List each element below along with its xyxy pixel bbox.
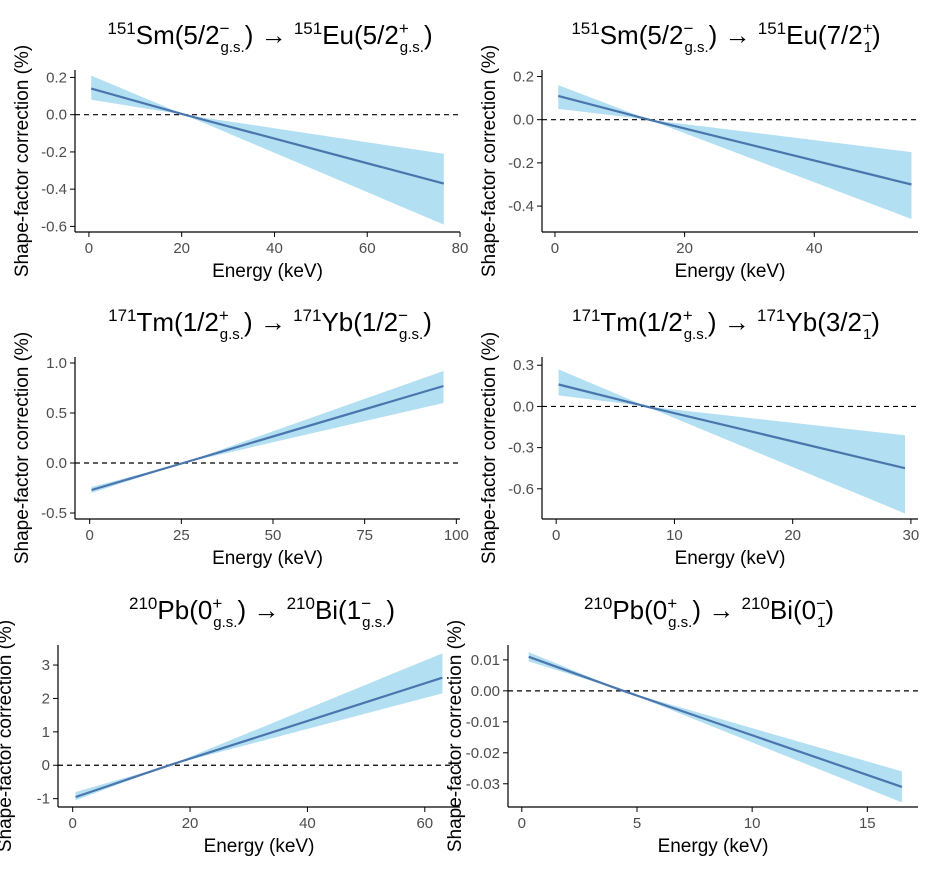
uncertainty-band — [558, 85, 912, 219]
y-tick-label: 0.00 — [471, 683, 500, 700]
y-tick-label: 3 — [42, 657, 50, 674]
y-tick-label: 0.01 — [471, 652, 500, 669]
uncertainty-band — [558, 369, 905, 514]
y-tick-label: 0 — [42, 757, 50, 774]
x-tick-label: 75 — [356, 527, 373, 544]
x-tick-label: 50 — [265, 527, 282, 544]
uncertainty-band — [528, 652, 902, 803]
x-tick-label: 80 — [452, 240, 469, 257]
y-axis-title: Shape-factor correction (%) — [479, 45, 500, 277]
y-tick-label: -0.6 — [41, 218, 67, 235]
central-line — [90, 87, 445, 185]
x-tick-label: 0 — [552, 527, 560, 544]
x-tick-label: 20 — [676, 240, 693, 257]
x-tick-label: 0 — [85, 240, 93, 257]
x-tick-label: 0 — [551, 240, 559, 257]
x-axis-title: Energy (keV) — [658, 836, 769, 857]
y-tick-label: -0.5 — [41, 505, 67, 522]
y-tick-label: 0.5 — [46, 405, 67, 422]
x-axis-title: Energy (keV) — [675, 548, 786, 569]
y-tick-label: 1.0 — [46, 355, 67, 372]
y-tick-label: 0.0 — [46, 107, 67, 124]
panel-title: 171Tm(1/2+ g.s.) → 171Yb(3/2− 1) — [572, 306, 880, 343]
x-axis-title: Energy (keV) — [212, 548, 323, 569]
x-tick-label: 40 — [299, 815, 316, 832]
y-tick-label: -0.01 — [466, 714, 500, 731]
central-line — [75, 676, 443, 799]
x-tick-label: 0 — [518, 815, 526, 832]
y-tick-label: -0.4 — [508, 198, 534, 215]
x-axis-title: Energy (keV) — [212, 261, 323, 282]
y-tick-label: 0.0 — [513, 112, 534, 129]
y-tick-label: 0.2 — [513, 68, 534, 85]
y-tick-label: 0.3 — [513, 357, 534, 374]
panel-title: 171Tm(1/2+ g.s.) → 171Yb(1/2− g.s.) — [108, 306, 432, 343]
y-tick-label: 0.0 — [46, 455, 67, 472]
x-axis-title: Energy (keV) — [675, 261, 786, 282]
x-tick-label: 20 — [182, 815, 199, 832]
x-tick-label: 20 — [173, 240, 190, 257]
x-tick-label: 40 — [266, 240, 283, 257]
uncertainty-band — [91, 371, 444, 493]
panel-5: 0 20 40 60 -1 0 1 2 3 Energy (keV) Shape-factor co… — [0, 594, 460, 857]
y-tick-label: -0.3 — [508, 440, 534, 457]
panel-title: 210Pb(0+ g.s.) → 210Bi(1− g.s.) — [129, 594, 395, 631]
x-tick-label: 25 — [173, 527, 190, 544]
y-tick-label: -0.6 — [508, 481, 534, 498]
y-tick-label: -0.4 — [41, 181, 67, 198]
y-axis-title: Shape-factor correction (%) — [479, 332, 500, 564]
x-tick-label: 60 — [359, 240, 376, 257]
x-tick-label: 5 — [633, 815, 641, 832]
panel-3: 0 25 50 75 100 -0.5 0.0 0.5 1.0 Energy (keV) Shape… — [12, 306, 469, 569]
y-tick-label: 2 — [42, 690, 50, 707]
y-tick-label: -0.02 — [466, 745, 500, 762]
x-tick-label: 0 — [85, 527, 93, 544]
central-line — [528, 655, 903, 788]
x-tick-label: 60 — [416, 815, 433, 832]
x-tick-label: 20 — [784, 527, 801, 544]
x-tick-label: 0 — [68, 815, 76, 832]
y-tick-label: -1 — [37, 791, 50, 808]
panel-4: 0 10 20 30 -0.6 -0.3 0.0 0.3 Energy (keV) Shape-f… — [479, 306, 919, 569]
central-line — [91, 384, 444, 492]
x-tick-label: 40 — [806, 240, 823, 257]
x-tick-label: 30 — [903, 527, 920, 544]
y-tick-label: 0.0 — [513, 398, 534, 415]
y-axis-title: Shape-factor correction (%) — [445, 620, 466, 852]
y-tick-label: -0.2 — [41, 144, 67, 161]
x-tick-label: 15 — [859, 815, 876, 832]
x-axis-title: Energy (keV) — [204, 836, 315, 857]
x-tick-label: 10 — [666, 527, 683, 544]
panel-title: 151Sm(5/2− g.s.) → 151Eu(5/2+ g.s.) — [107, 19, 432, 56]
y-tick-label: -0.2 — [508, 155, 534, 172]
y-tick-label: 1 — [42, 724, 50, 741]
y-axis-title: Shape-factor correction (%) — [0, 620, 16, 852]
y-axis-title: Shape-factor correction (%) — [12, 45, 33, 277]
y-tick-label: 0.2 — [46, 69, 67, 86]
x-tick-label: 100 — [444, 527, 469, 544]
y-tick-label: -0.03 — [466, 776, 500, 793]
panel-1: 0 20 40 60 80 -0.6 -0.4 -0.2 0.0 0.2 Energy (keV) S… — [12, 19, 468, 282]
central-line — [557, 94, 912, 186]
uncertainty-band — [91, 75, 444, 225]
panel-title: 210Pb(0+ g.s.) → 210Bi(0− 1) — [584, 594, 834, 631]
x-tick-label: 10 — [744, 815, 761, 832]
panel-title: 151Sm(5/2− g.s.) → 151Eu(7/2+ 1) — [571, 19, 880, 56]
panel-2: 0 20 40 -0.4 -0.2 0.0 0.2 Energy (keV) Shape-fac… — [479, 19, 918, 282]
y-axis-title: Shape-factor correction (%) — [12, 332, 33, 564]
panel-6: 0 5 10 15 -0.03 -0.02 -0.01 0.00 0.01 Energy (keV… — [445, 594, 918, 857]
central-line — [558, 383, 906, 470]
